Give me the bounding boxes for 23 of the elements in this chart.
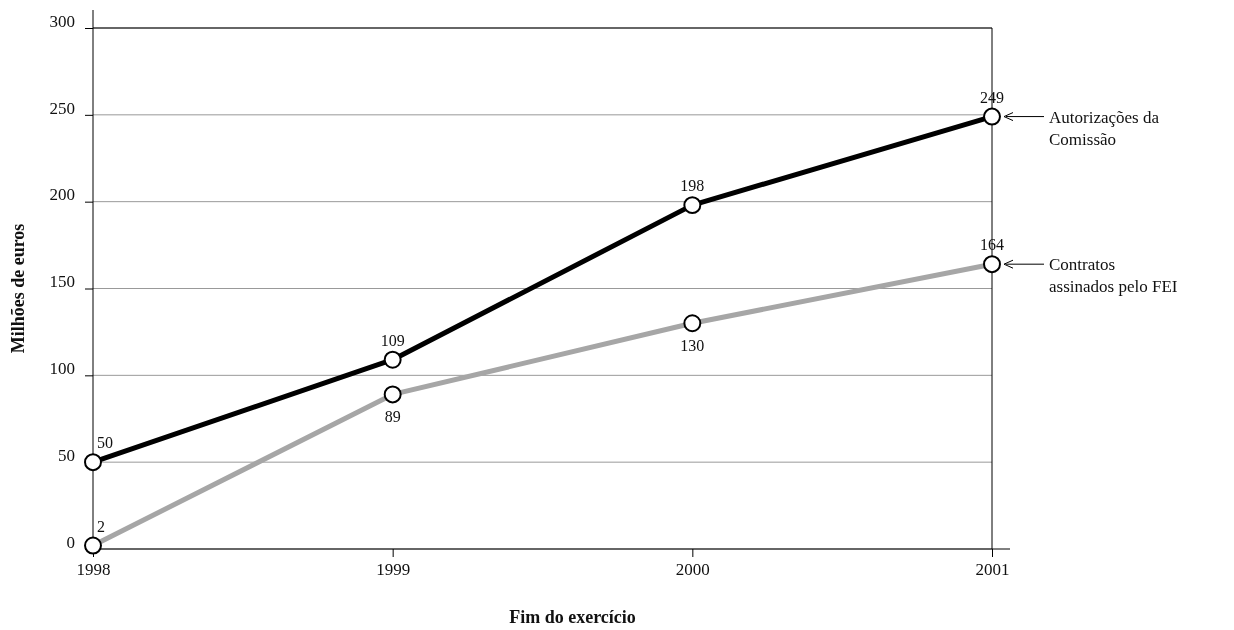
- y-tick-label: 100: [49, 359, 75, 379]
- data-label: 198: [680, 177, 705, 195]
- y-tick-label: 0: [66, 532, 75, 552]
- data-label: 50: [97, 434, 113, 452]
- data-label: 109: [380, 331, 405, 349]
- data-label: 130: [680, 337, 705, 355]
- x-tick-label: 1998: [76, 560, 111, 580]
- y-tick-label: 50: [58, 445, 75, 465]
- data-label: 249: [980, 88, 1004, 106]
- x-axis-title: Fim do exercício: [509, 607, 636, 627]
- y-tick-label: 200: [49, 185, 75, 205]
- y-axis-title: Milhões de euros: [8, 223, 28, 354]
- y-tick-label: 300: [49, 11, 75, 31]
- y-tick-label: 150: [49, 272, 75, 292]
- legend-label: Autorizações da Comissão: [1049, 107, 1160, 149]
- x-tick-label: 2000: [675, 560, 710, 580]
- x-tick-label: 1999: [376, 560, 411, 580]
- x-tick-label: 2001: [975, 560, 1010, 580]
- y-tick-label: 250: [49, 98, 75, 118]
- legend-label: Contratos assinados pelo FEI: [1049, 255, 1178, 297]
- data-label: 164: [980, 236, 1004, 254]
- data-label: 89: [384, 408, 401, 426]
- data-label: 2: [97, 517, 105, 535]
